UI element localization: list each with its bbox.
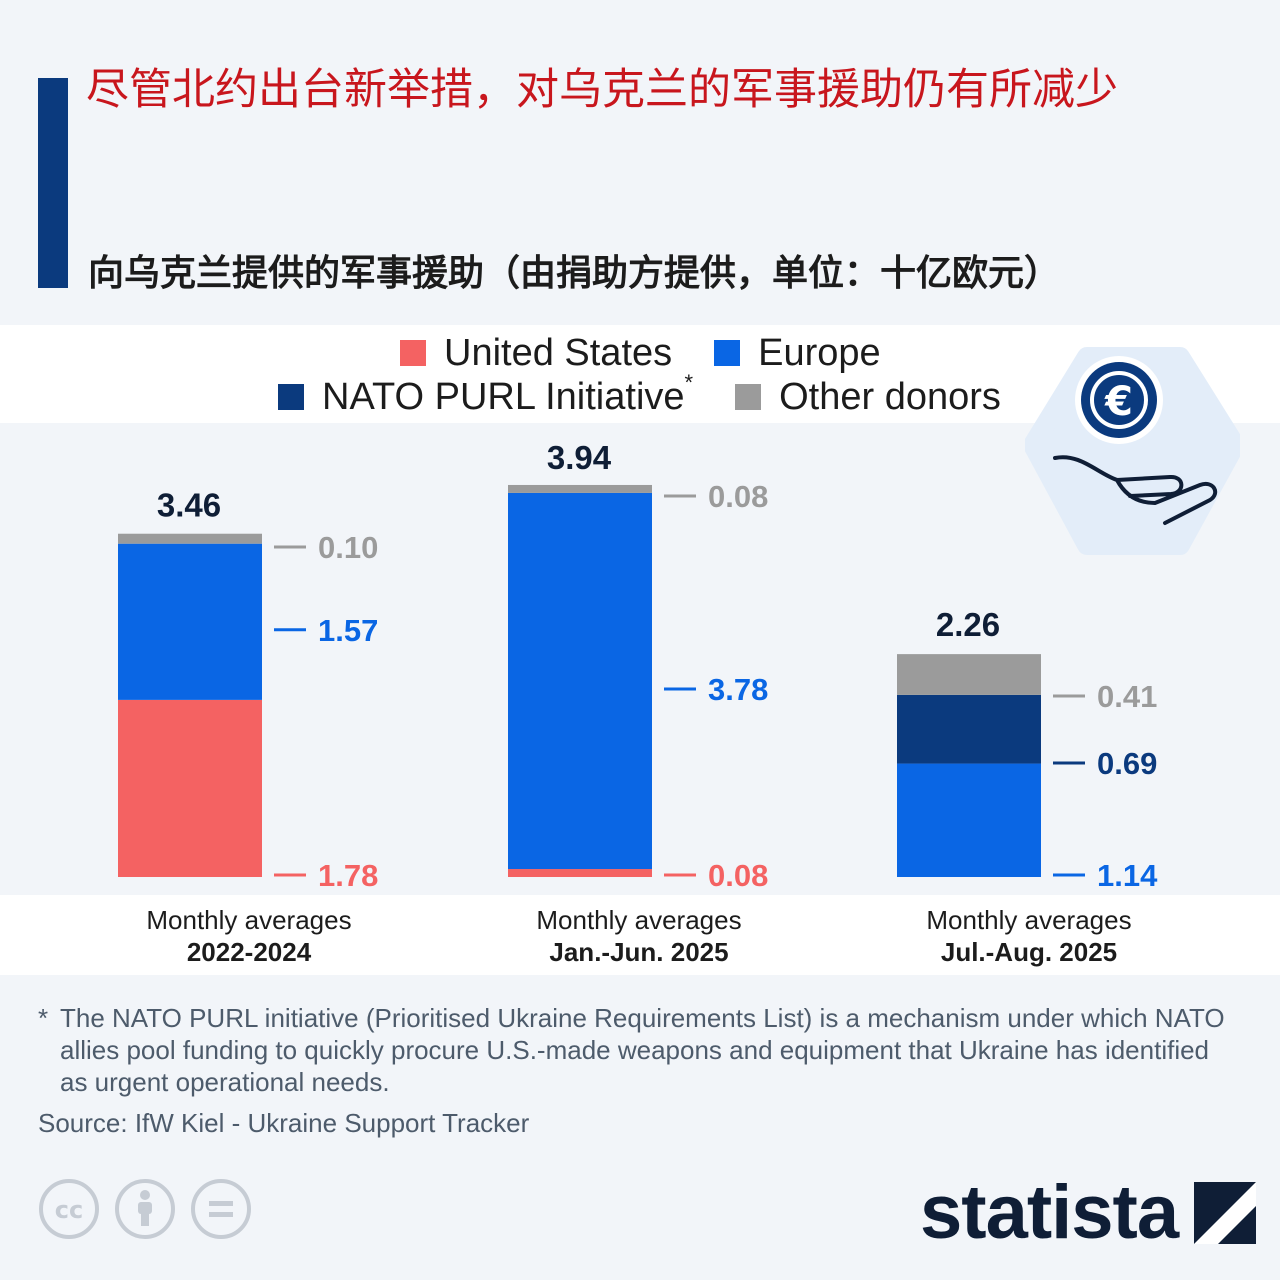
- footnote: * The NATO PURL initiative (Prioritised …: [38, 1002, 1238, 1098]
- category-label-line2: Jul.-Aug. 2025: [940, 937, 1118, 967]
- svg-text:€: €: [1104, 379, 1133, 425]
- svg-text:cc: cc: [55, 1196, 83, 1224]
- category-label-2022-2024: Monthly averages 2022-2024: [99, 904, 399, 968]
- value-label-europe: 1.57: [318, 613, 378, 648]
- bar-total-label: 3.46: [157, 487, 221, 524]
- category-label-line1: Monthly averages: [536, 905, 742, 935]
- legend-swatch-europe: [714, 340, 741, 366]
- value-label-other-donors: 0.41: [1097, 679, 1157, 714]
- legend-row-1: United States Europe: [400, 330, 881, 376]
- bar-segment-europe: [508, 492, 652, 870]
- statista-logo[interactable]: statista: [920, 1168, 1257, 1258]
- legend-swatch-united-states: [400, 340, 426, 366]
- legend-swatch-nato-purl: [278, 384, 304, 410]
- license-icons: cc: [38, 1178, 252, 1240]
- attribution-icon[interactable]: [114, 1178, 176, 1240]
- value-label-united-states: 1.78: [318, 858, 378, 890]
- category-axis-band: [0, 895, 1280, 975]
- legend-item-united-states: United States: [400, 330, 672, 376]
- bar-segment-other-donors: [118, 533, 262, 544]
- chart-title: 尽管北约出台新举措，对乌克兰的军事援助仍有所减少: [86, 65, 1118, 115]
- footnote-marker: *: [38, 1003, 49, 1033]
- category-label-jan-jun-2025: Monthly averages Jan.-Jun. 2025: [489, 904, 789, 968]
- bar-segment-europe: [118, 543, 262, 700]
- statista-logo-mark: [1194, 1182, 1257, 1244]
- value-label-other-donors: 0.10: [318, 530, 378, 565]
- legend-item-nato-purl: NATO PURL Initiative *: [278, 370, 693, 420]
- cc-icon[interactable]: cc: [38, 1178, 100, 1240]
- bar-segment-united-states: [508, 869, 652, 877]
- stacked-bar-chart: 3.46 3.94 2.26 0.10 1.57 1.78 0.08 3.78 0.08 0.41…: [118, 439, 1158, 890]
- legend-swatch-other-donors: [735, 384, 762, 410]
- bar-segment-other-donors: [508, 484, 652, 493]
- value-label-united-states: 0.08: [708, 858, 768, 890]
- legend-row-2: NATO PURL Initiative * Other donors: [278, 370, 1001, 420]
- value-label-europe: 1.14: [1097, 858, 1158, 890]
- value-label-other-donors: 0.08: [708, 479, 768, 514]
- statista-wordmark: statista: [920, 1170, 1179, 1255]
- title-accent-bar: [38, 78, 68, 288]
- category-label-jul-aug-2025: Monthly averages Jul.-Aug. 2025: [879, 904, 1179, 968]
- category-label-line2: Jan.-Jun. 2025: [549, 937, 729, 967]
- bar-total-label: 3.94: [547, 439, 612, 476]
- category-label-line2: 2022-2024: [186, 937, 312, 967]
- bar-segment-nato-purl-initiative: [897, 694, 1041, 764]
- source-note: Source: IfW Kiel - Ukraine Support Track…: [38, 1108, 530, 1138]
- category-label-line1: Monthly averages: [146, 905, 352, 935]
- value-label-europe: 3.78: [708, 672, 768, 707]
- legend-label-other-donors: Other donors: [779, 376, 1001, 418]
- euro-coin-hand-icon: €: [1025, 347, 1240, 555]
- bar-segment-united-states: [118, 699, 262, 877]
- legend-item-other-donors: Other donors: [735, 374, 1001, 420]
- legend-label-united-states: United States: [444, 332, 673, 374]
- chart-subtitle: 向乌克兰提供的军事援助（由捐助方提供，单位：十亿欧元）: [88, 253, 1061, 294]
- bar-total-label: 2.26: [936, 606, 1000, 643]
- legend-item-europe: Europe: [714, 330, 881, 376]
- category-label-line1: Monthly averages: [926, 905, 1132, 935]
- value-label-nato-purl-initiative: 0.69: [1097, 746, 1157, 781]
- bar-segment-other-donors: [897, 654, 1041, 695]
- bar-segment-europe: [897, 763, 1041, 877]
- footnote-text: The NATO PURL initiative (Prioritised Uk…: [60, 1003, 1225, 1097]
- legend-asterisk: *: [684, 370, 694, 395]
- legend-label-europe: Europe: [758, 332, 881, 374]
- legend-label-nato-purl: NATO PURL Initiative: [322, 376, 685, 418]
- no-derivatives-icon[interactable]: [190, 1178, 252, 1240]
